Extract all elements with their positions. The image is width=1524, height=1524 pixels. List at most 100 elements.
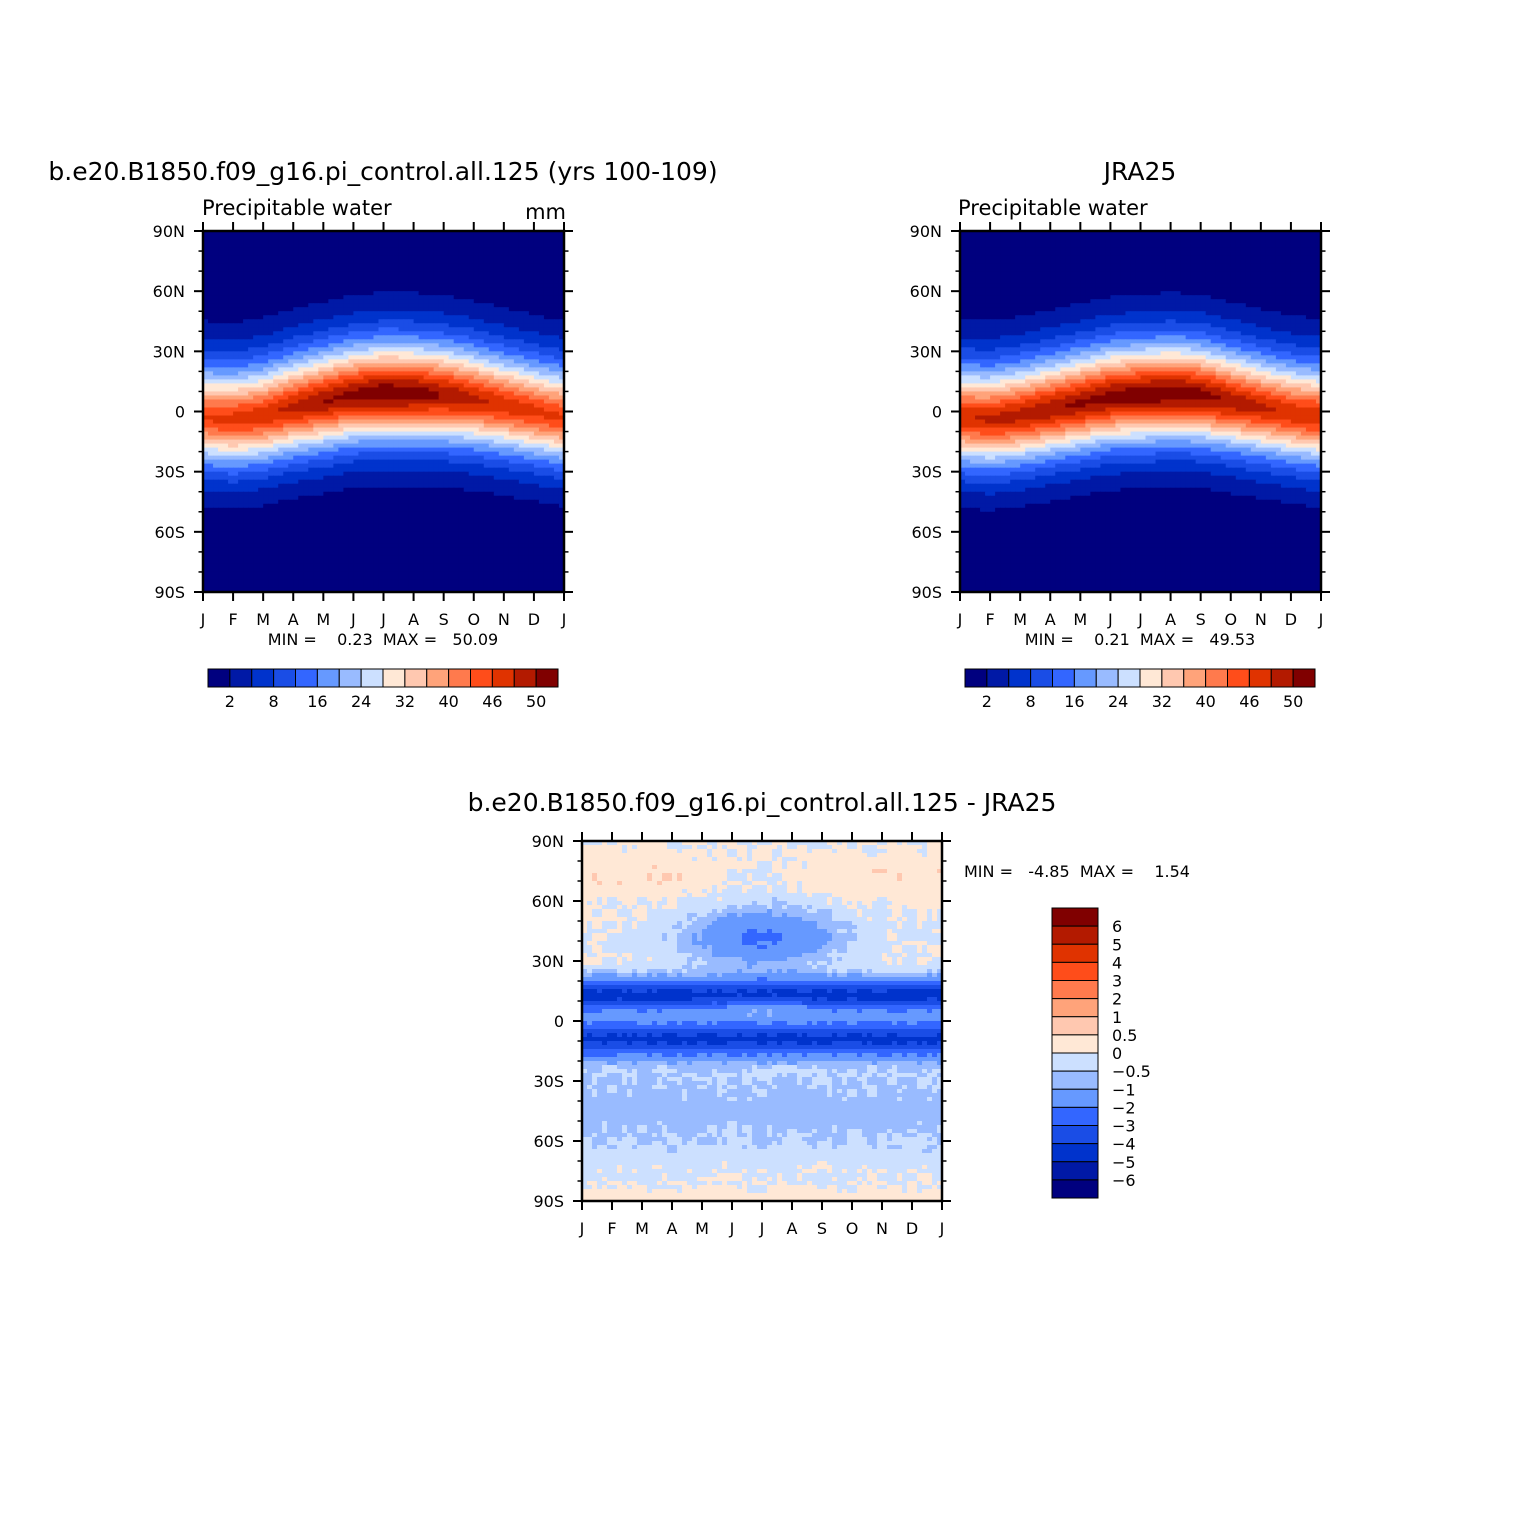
- panel1-cell: [353, 335, 360, 340]
- panel1-cell: [223, 299, 229, 304]
- panel1-cell: [348, 307, 355, 312]
- panel1-cell: [338, 403, 344, 409]
- panel1-cell: [323, 231, 329, 236]
- panel1-cell: [273, 255, 279, 260]
- panel1-cell: [243, 239, 249, 244]
- panel1-cell: [438, 379, 445, 385]
- panel1-cell: [353, 383, 360, 389]
- panel1-cell: [213, 435, 219, 441]
- panel1-cell: [518, 271, 525, 276]
- panel1-cell: [553, 243, 560, 248]
- panel1-cell: [468, 447, 475, 453]
- panel1-cell: [208, 231, 214, 236]
- panel1-cell: [553, 259, 560, 264]
- panel1-cell: [538, 239, 545, 244]
- panel1-cell: [558, 263, 565, 268]
- panel1-cell: [298, 383, 304, 389]
- panel1-cell: [233, 463, 239, 469]
- panel1-cell: [523, 419, 530, 425]
- panel1-cell: [233, 495, 239, 501]
- panel1-cell: [453, 427, 460, 433]
- panel1-cell: [523, 339, 530, 344]
- panel1-cell: [518, 475, 525, 481]
- panel1-cell: [383, 303, 390, 308]
- panel1-cell: [363, 251, 370, 256]
- panel1-cell: [508, 419, 515, 425]
- panel1-cell: [453, 247, 460, 252]
- panel1-cell: [333, 259, 339, 264]
- panel1-cell: [418, 351, 425, 356]
- panel1-cell: [208, 455, 214, 461]
- panel1-cell: [383, 295, 390, 300]
- panel1-cell: [363, 503, 370, 509]
- panel1-cell: [388, 383, 395, 389]
- panel1-cell: [263, 371, 269, 376]
- panel1-cell: [383, 247, 390, 252]
- panel1-cell: [538, 391, 545, 397]
- panel1-cell: [278, 383, 284, 389]
- panel1-cell: [538, 295, 545, 300]
- panel1-cell: [448, 391, 455, 397]
- panel1-cell: [403, 303, 410, 308]
- panel1-cell: [348, 299, 355, 304]
- panel1-cell: [258, 415, 264, 421]
- panel1-cell: [373, 323, 380, 328]
- panel1-cell: [293, 467, 299, 473]
- panel1-cell: [428, 335, 435, 340]
- panel1-cell: [393, 459, 400, 465]
- panel1-cell: [463, 299, 470, 304]
- panel1-cell: [233, 507, 239, 513]
- panel1-cell: [438, 347, 445, 352]
- panel1-cell: [298, 375, 304, 381]
- panel1-cell: [503, 251, 510, 256]
- panel1-cell: [433, 367, 440, 372]
- panel1-cell: [428, 315, 435, 320]
- panel1-cell: [538, 443, 545, 449]
- panel1-cell: [558, 327, 565, 332]
- panel1-cell: [333, 503, 339, 509]
- panel1-cell: [258, 495, 264, 501]
- panel1-cell: [498, 359, 505, 364]
- panel1-cell: [343, 311, 349, 316]
- panel1-cell: [413, 491, 420, 497]
- panel1-cell: [543, 255, 550, 260]
- panel1-cell: [353, 275, 360, 280]
- panel1-cell: [543, 451, 550, 457]
- panel1-cell: [343, 323, 349, 328]
- panel1-cell: [443, 355, 450, 360]
- panel1-cell: [288, 331, 294, 336]
- panel1-cell: [368, 387, 375, 393]
- panel1-cell: [343, 355, 349, 360]
- panel1-cell: [498, 403, 505, 409]
- panel1-cell: [503, 347, 510, 352]
- panel1-cell: [498, 371, 505, 376]
- panel1-cell: [378, 443, 385, 449]
- panel1-cell: [363, 499, 370, 505]
- panel1-cell: [263, 291, 269, 296]
- panel1-cell: [528, 231, 535, 236]
- panel1-cell: [538, 263, 545, 268]
- panel1-cell: [373, 379, 380, 385]
- panel1-cell: [558, 379, 565, 385]
- panel1-cell: [458, 355, 465, 360]
- panel1-cell: [328, 435, 334, 441]
- panel1-cell: [248, 499, 254, 505]
- panel1-cell: [278, 231, 284, 236]
- panel1-cell: [353, 395, 360, 401]
- panel1-cell: [393, 383, 400, 389]
- panel1-cell: [548, 491, 555, 497]
- panel1-cell: [533, 243, 540, 248]
- panel1-cell: [398, 359, 405, 364]
- panel1-cell: [273, 287, 279, 292]
- panel1-cell: [338, 439, 344, 445]
- panel1-cell: [303, 351, 309, 356]
- panel1-cell: [248, 331, 254, 336]
- panel1-cell: [478, 299, 485, 304]
- panel1-cell: [383, 367, 390, 372]
- panel1-cell: [328, 319, 334, 324]
- panel1-cell: [478, 371, 485, 376]
- panel1-cell: [558, 363, 565, 368]
- panel1-cell: [253, 367, 259, 372]
- panel1-cell: [298, 423, 304, 429]
- panel1-cell: [223, 335, 229, 340]
